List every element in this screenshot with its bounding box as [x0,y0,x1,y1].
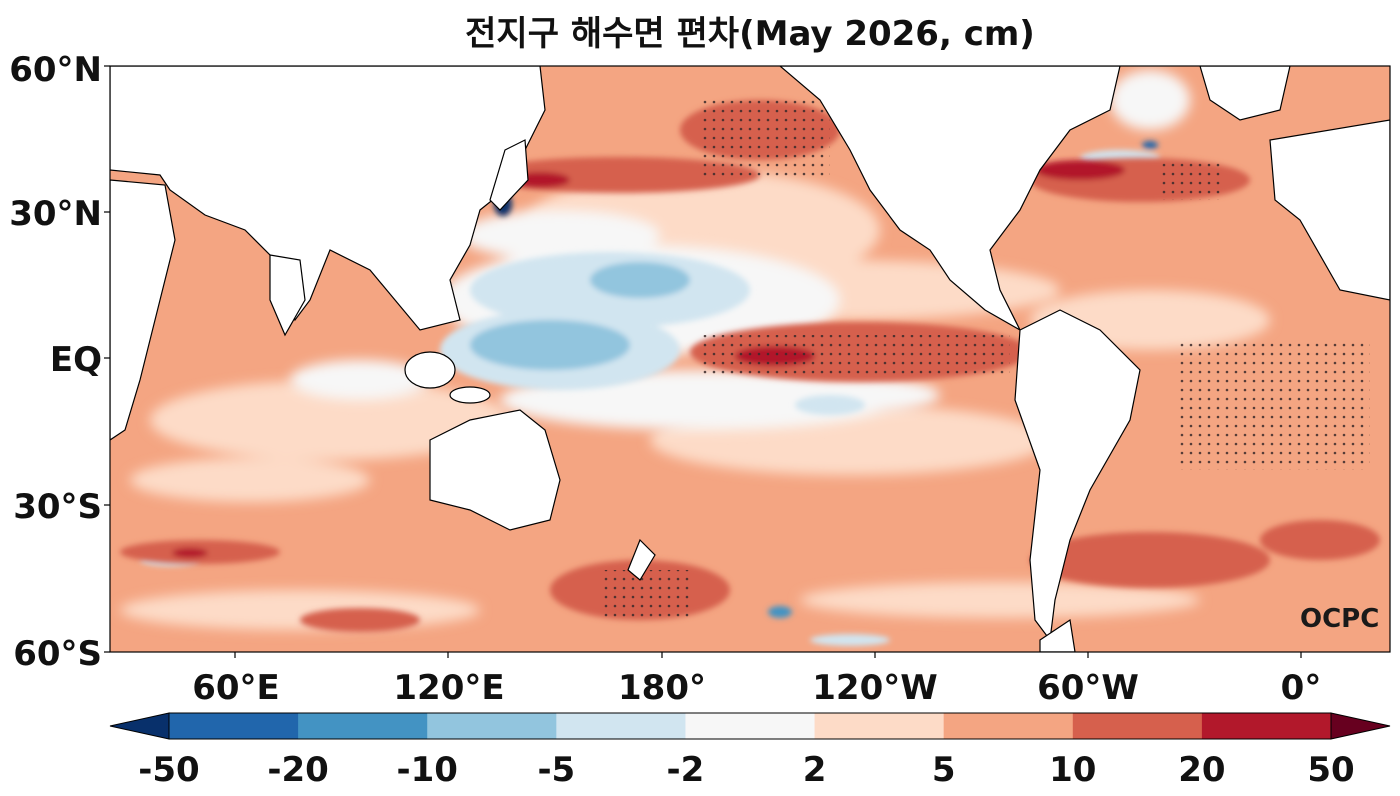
colorbar-tick-label: 5 [931,750,956,790]
colorbar-bin-6 [943,713,1074,739]
lat-label-30n: 30°N [9,194,102,234]
land-europe-africa-right [1269,119,1390,301]
land-new-zealand [627,538,656,581]
land-japan [489,139,529,211]
land-south-america [1014,309,1141,642]
land-africa-east [110,179,176,441]
land-india [269,254,306,337]
colorbar-bin-3 [556,713,686,739]
colorbar-tick-label: -50 [138,750,200,790]
land-greenland [1199,66,1291,121]
lon-label-60w: 60°W [1037,668,1139,708]
map-frame [109,65,1391,653]
colorbar-tick-label: 50 [1307,750,1355,790]
colorbar-bin-5 [814,713,945,739]
lat-label-60s: 60°S [13,634,102,674]
colorbar-tick-label: -10 [396,750,458,790]
colorbar-tick-label: 20 [1178,750,1226,790]
ocpc-watermark: OCPC [1300,604,1380,634]
lon-label-180: 180° [618,668,706,708]
colorbar-min-extend [109,712,170,740]
land-masses [110,66,1390,652]
anomaly-field [110,66,1390,652]
lon-label-120e: 120°E [393,668,505,708]
lon-label-120w: 120°W [812,668,938,708]
colorbar-max-extend [1330,712,1391,740]
land-antarctic-tip [1039,618,1076,652]
axis-ticks [104,65,1302,658]
colorbar-tick-label: -2 [666,750,705,790]
significance-stippling [600,100,1370,620]
colorbar-tick-label: 10 [1049,750,1097,790]
lon-label-0: 0° [1280,668,1322,708]
lat-label-30s: 30°S [13,487,102,527]
lon-label-60e: 60°E [192,668,280,708]
colorbar-bin-7 [1072,713,1203,739]
chart-title: 전지구 해수면 편차(May 2026, cm) [465,14,1035,54]
land-indonesia [404,351,456,389]
land-australia [429,409,561,531]
lat-label-60n: 60°N [9,50,102,90]
colorbar-bin-1 [298,713,428,739]
lat-label-eq: EQ [49,340,102,380]
colorbar-tick-label: -20 [267,750,329,790]
colorbar-bin-0 [169,713,299,739]
colorbar-bin-2 [427,713,557,739]
colorbar [109,712,1391,740]
colorbar-bin-4 [685,713,816,739]
colorbar-tick-label: -5 [537,750,576,790]
colorbar-tick-label: 2 [802,750,827,790]
colorbar-bin-8 [1201,713,1332,739]
